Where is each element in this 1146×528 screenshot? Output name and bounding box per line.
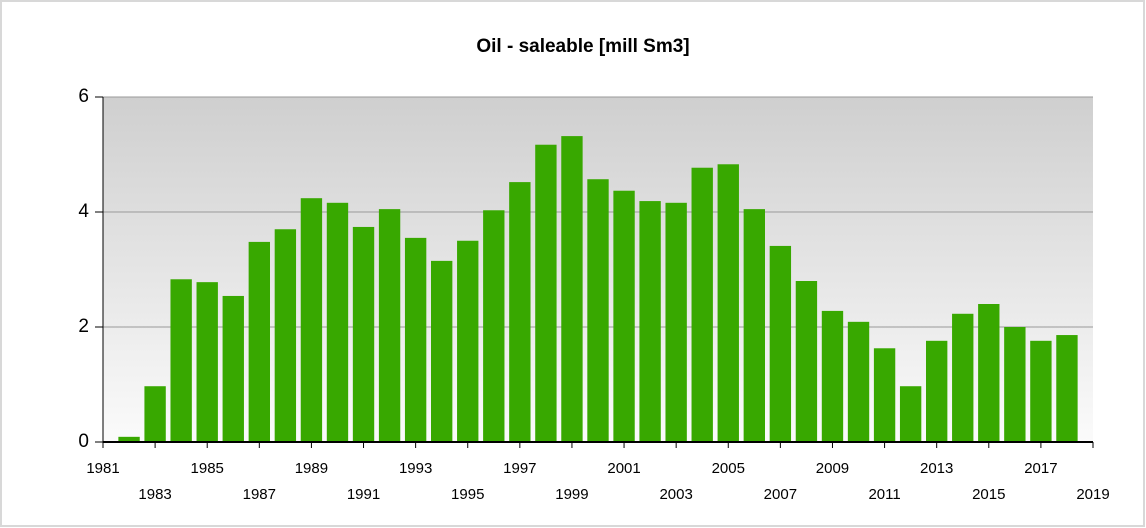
x-tick-label: 1993 — [399, 460, 432, 477]
bar — [248, 241, 270, 442]
x-tick-label: 1991 — [347, 486, 380, 503]
bar — [769, 245, 792, 442]
bar — [535, 144, 557, 442]
bar — [118, 436, 140, 442]
bar — [587, 179, 609, 442]
x-tick-label: 2013 — [920, 460, 953, 477]
x-tick-label: 1989 — [295, 460, 328, 477]
bar — [873, 348, 896, 442]
x-tick-label: 1997 — [503, 460, 536, 477]
x-tick-label: 2001 — [607, 460, 640, 477]
bar — [978, 304, 1000, 442]
bar — [1004, 327, 1026, 442]
bar — [222, 295, 244, 442]
bar — [196, 282, 218, 442]
bar — [300, 198, 323, 442]
y-tick-label: 6 — [78, 86, 89, 107]
x-tick-label: 2003 — [659, 486, 692, 503]
bar — [378, 209, 401, 442]
x-tick-label: 2017 — [1024, 460, 1057, 477]
y-tick-label: 2 — [78, 316, 89, 337]
bar — [274, 229, 297, 442]
bar — [795, 281, 818, 442]
bar — [665, 202, 687, 442]
y-tick-label: 0 — [78, 431, 89, 452]
bar — [743, 209, 765, 442]
x-tick-label: 2011 — [868, 486, 900, 503]
x-tick-label: 1999 — [555, 486, 588, 503]
bar — [170, 279, 192, 442]
x-tick-label: 2007 — [764, 486, 797, 503]
bar — [1056, 335, 1078, 442]
chart-title: Oil - saleable [mill Sm3] — [476, 36, 689, 57]
bar — [1030, 340, 1052, 442]
y-tick-label: 4 — [78, 201, 89, 222]
bar — [144, 386, 166, 442]
bar — [926, 340, 948, 442]
bar — [431, 260, 453, 442]
x-tick-label: 1983 — [138, 486, 171, 503]
bar — [457, 240, 479, 442]
bar — [717, 164, 739, 442]
bar — [847, 321, 870, 442]
x-tick-label: 2015 — [972, 486, 1005, 503]
x-tick-label: 1995 — [451, 486, 484, 503]
bar — [326, 202, 349, 442]
bar — [483, 210, 505, 442]
x-tick-label: 1985 — [191, 460, 224, 477]
x-tick-label: 2005 — [712, 460, 745, 477]
bar — [509, 182, 531, 442]
bar — [952, 313, 974, 442]
bar — [404, 237, 427, 442]
bar — [691, 167, 713, 442]
x-tick-label: 1981 — [86, 460, 119, 477]
x-tick-label: 2009 — [816, 460, 849, 477]
bar — [821, 310, 844, 442]
bar — [613, 190, 635, 442]
bar — [899, 386, 922, 442]
bar — [352, 226, 375, 442]
x-tick-label: 2019 — [1076, 486, 1109, 503]
x-tick-label: 1987 — [243, 486, 276, 503]
bar — [639, 201, 661, 442]
bar — [561, 136, 583, 442]
